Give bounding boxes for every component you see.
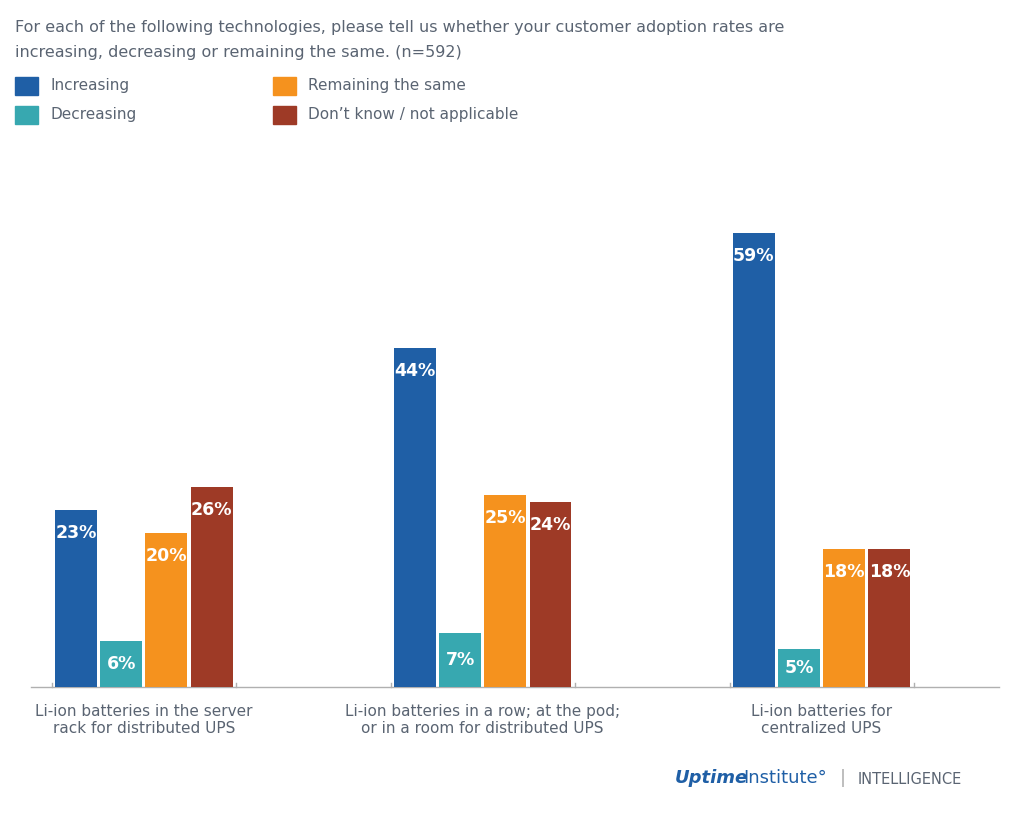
Text: 44%: 44%: [394, 362, 436, 380]
Bar: [145, 533, 187, 687]
Bar: [55, 510, 97, 687]
Bar: [823, 549, 865, 687]
Bar: [191, 487, 233, 687]
Text: 24%: 24%: [529, 516, 572, 534]
Text: 59%: 59%: [733, 247, 775, 265]
Text: For each of the following technologies, please tell us whether your customer ado: For each of the following technologies, …: [15, 20, 785, 35]
Bar: [868, 549, 911, 687]
Text: 7%: 7%: [446, 651, 475, 669]
Text: 6%: 6%: [106, 655, 136, 673]
Text: 23%: 23%: [56, 524, 97, 542]
Bar: [100, 641, 142, 687]
Text: INTELLIGENCE: INTELLIGENCE: [858, 772, 962, 787]
Bar: [778, 649, 820, 687]
Text: 20%: 20%: [145, 547, 187, 565]
Text: Increasing: Increasing: [50, 79, 130, 93]
Bar: [439, 633, 481, 687]
Text: 26%: 26%: [191, 501, 233, 519]
Text: Institute°: Institute°: [744, 769, 827, 787]
Text: Decreasing: Decreasing: [50, 107, 137, 122]
Text: 5%: 5%: [784, 658, 814, 676]
Text: |: |: [839, 769, 846, 787]
Bar: [484, 495, 526, 687]
Bar: [733, 233, 775, 687]
Bar: [393, 348, 436, 687]
Text: 18%: 18%: [823, 563, 865, 581]
Text: 18%: 18%: [868, 563, 911, 581]
Text: increasing, decreasing or remaining the same. (n=592): increasing, decreasing or remaining the …: [15, 45, 462, 60]
Text: Don’t know / not applicable: Don’t know / not applicable: [308, 107, 518, 122]
Text: 25%: 25%: [484, 509, 526, 527]
Bar: [529, 502, 572, 687]
Text: Remaining the same: Remaining the same: [308, 79, 466, 93]
Text: Uptime: Uptime: [675, 769, 748, 787]
